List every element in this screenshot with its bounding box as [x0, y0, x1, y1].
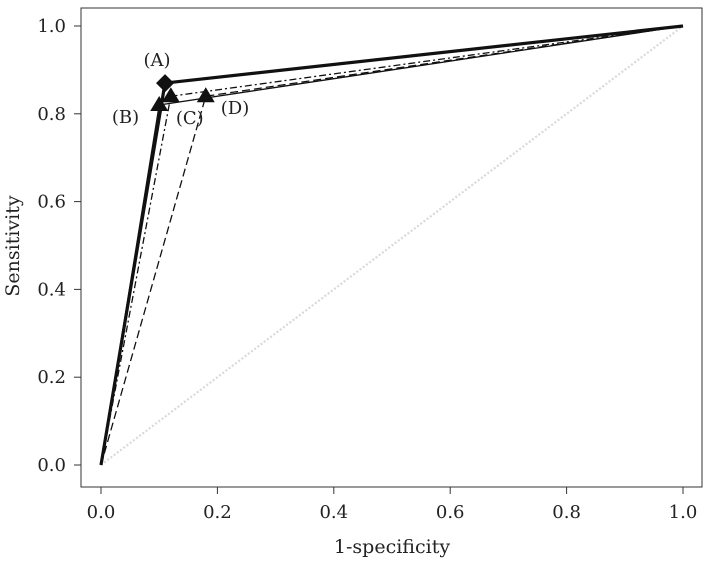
- diamond-marker: [156, 74, 175, 93]
- y-tick-label: 0.0: [37, 455, 66, 476]
- x-tick-label: 0.0: [87, 502, 116, 523]
- x-axis: 0.0 0.2 0.4 0.6 0.8 1.0: [87, 487, 698, 523]
- x-tick-label: 0.8: [552, 502, 581, 523]
- y-tick-label: 0.6: [37, 192, 66, 213]
- triangle-marker: [150, 96, 169, 112]
- y-tick-label: 0.4: [37, 279, 66, 300]
- reference-diagonal: [100, 25, 684, 466]
- x-tick-label: 0.6: [436, 502, 465, 523]
- series-line: [100, 25, 684, 466]
- y-tick-label: 0.8: [37, 104, 66, 125]
- point-label: (C): [176, 108, 204, 129]
- x-tick-label: 1.0: [669, 502, 698, 523]
- y-tick-label: 0.2: [37, 367, 66, 388]
- triangle-marker: [161, 87, 180, 103]
- point-label: (A): [143, 50, 170, 71]
- point-label: (B): [112, 107, 139, 128]
- x-tick-label: 0.2: [203, 502, 232, 523]
- x-axis-title: 1-specificity: [334, 536, 450, 558]
- marker-layer: [150, 74, 215, 112]
- triangle-marker: [196, 87, 215, 103]
- y-axis: 0.0 0.2 0.4 0.6 0.8 1.0: [37, 16, 81, 476]
- plot-frame: [80, 7, 703, 488]
- label-layer: (A) (B) (C) (D): [112, 50, 249, 129]
- y-axis-title: Sensitivity: [2, 195, 24, 296]
- y-tick-label: 1.0: [37, 16, 66, 37]
- x-tick-label: 0.4: [319, 502, 348, 523]
- point-label: (D): [221, 98, 249, 119]
- reference-line: [100, 25, 684, 466]
